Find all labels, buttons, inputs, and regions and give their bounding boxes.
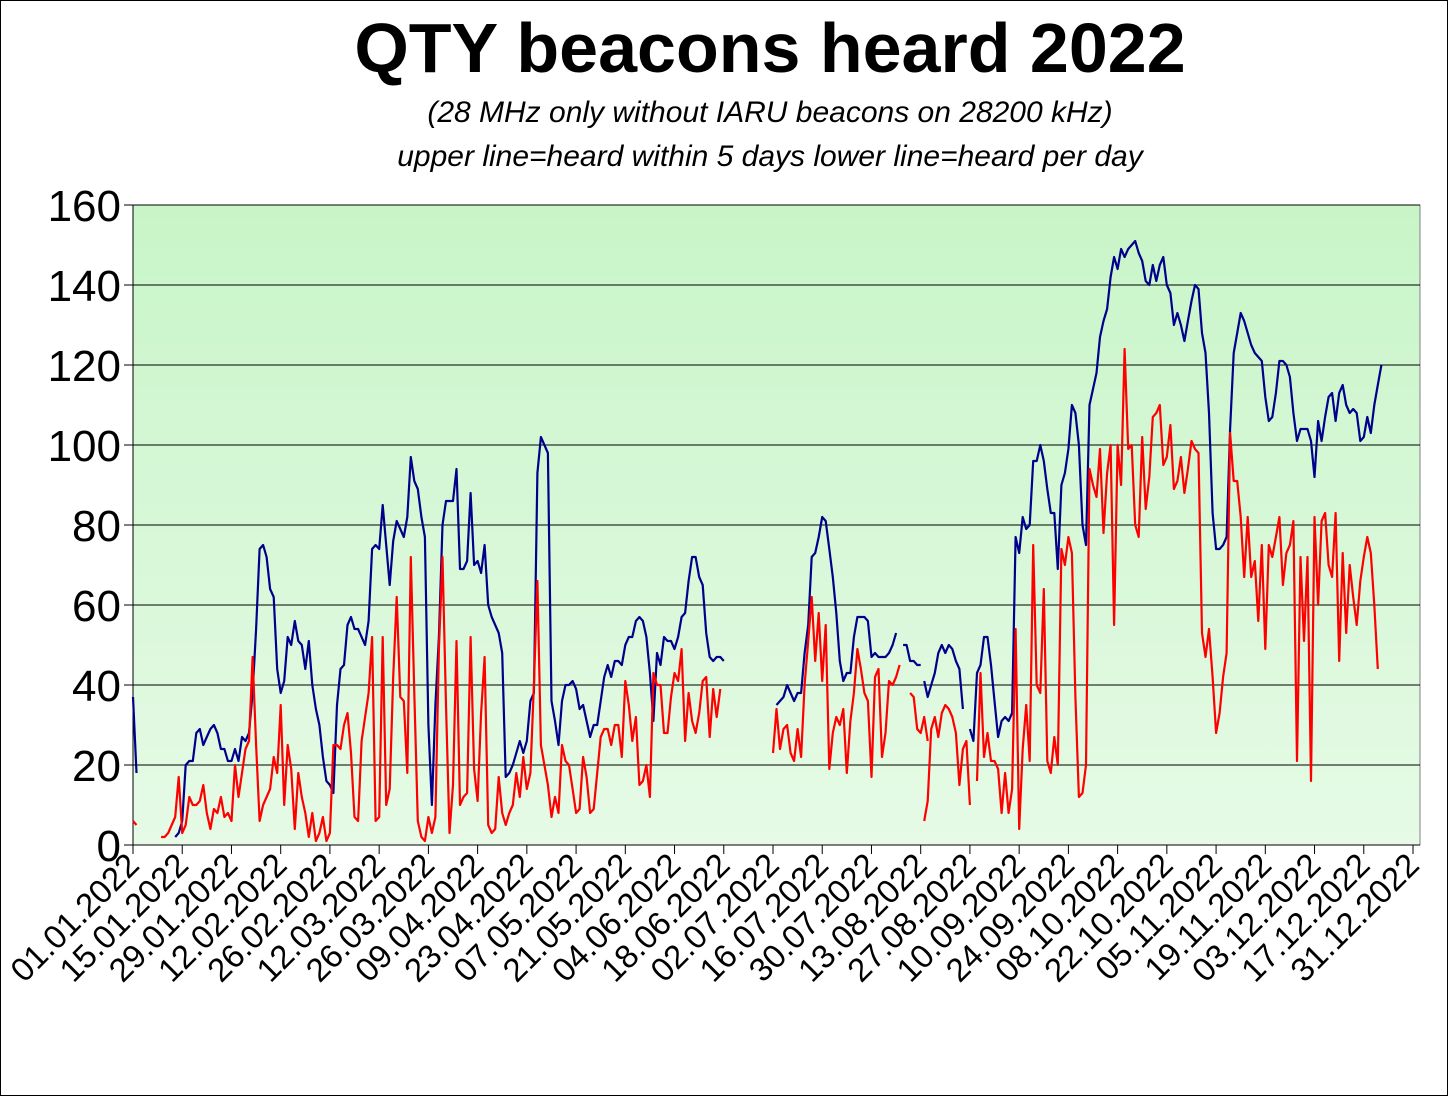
series-line-2 bbox=[909, 692, 929, 742]
y-tick-label: 0 bbox=[97, 822, 121, 871]
series-line-1 bbox=[174, 435, 725, 838]
series-line-1 bbox=[923, 643, 964, 710]
y-tick-labels: 0 20 40 60 80 100 120 140 160 bbox=[48, 182, 121, 871]
y-tick-label: 160 bbox=[48, 182, 121, 231]
y-tick-label: 40 bbox=[72, 662, 121, 711]
series-line-1 bbox=[903, 643, 921, 667]
y-tick-label: 80 bbox=[72, 502, 121, 551]
x-tick-labels: 01.01.202215.01.202229.01.202212.02.2022… bbox=[3, 846, 1426, 989]
series-line-2 bbox=[161, 555, 722, 843]
y-tick-label: 60 bbox=[72, 582, 121, 631]
series-line-2 bbox=[132, 820, 138, 826]
series-line-2 bbox=[975, 347, 1379, 831]
series-line-1 bbox=[775, 515, 898, 706]
y-tick-label: 20 bbox=[72, 742, 121, 791]
series-group bbox=[131, 239, 1383, 843]
chart-subtitle-2: upper line=heard within 5 days lower lin… bbox=[397, 140, 1143, 173]
chart-subtitle-1: (28 MHz only without IARU beacons on 282… bbox=[427, 96, 1113, 129]
axes bbox=[132, 205, 1420, 854]
series-line-2 bbox=[771, 595, 901, 779]
series-line-2 bbox=[923, 703, 971, 822]
series-line-1 bbox=[131, 696, 138, 774]
y-tick-label: 100 bbox=[48, 422, 121, 471]
chart-title: QTY beacons heard 2022 bbox=[354, 9, 1186, 87]
y-tick-label: 120 bbox=[48, 342, 121, 391]
y-tick-label: 140 bbox=[48, 262, 121, 311]
series-line-1 bbox=[968, 239, 1383, 743]
